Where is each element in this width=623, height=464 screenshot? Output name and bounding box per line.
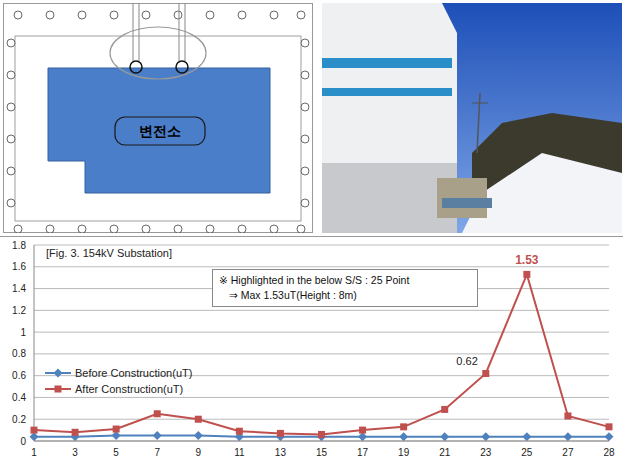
svg-text:1.2: 1.2 — [12, 305, 26, 316]
svg-text:0.8: 0.8 — [12, 348, 26, 359]
svg-text:0: 0 — [20, 436, 26, 447]
svg-text:27: 27 — [562, 447, 574, 458]
svg-text:19: 19 — [398, 447, 410, 458]
svg-text:9: 9 — [196, 447, 202, 458]
svg-text:1: 1 — [31, 447, 37, 458]
svg-text:17: 17 — [357, 447, 369, 458]
html-text:After Construction(uT): After Construction(uT) — [75, 383, 184, 395]
svg-text:1.8: 1.8 — [12, 240, 26, 251]
svg-text:0.2: 0.2 — [12, 414, 26, 425]
html-text:[Fig. 3. 154kV Substation]: [Fig. 3. 154kV Substation] — [46, 247, 172, 259]
svg-text:25: 25 — [521, 447, 533, 458]
svg-text:1.6: 1.6 — [12, 261, 26, 272]
svg-text:7: 7 — [154, 447, 160, 458]
svg-text:1: 1 — [20, 327, 26, 338]
svg-text:11: 11 — [234, 447, 245, 458]
svg-text:28: 28 — [603, 447, 615, 458]
svg-text:0.4: 0.4 — [12, 392, 26, 403]
svg-text:21: 21 — [439, 447, 451, 458]
html-text:Before Construction(uT): Before Construction(uT) — [75, 367, 193, 379]
svg-text:변전소: 변전소 — [139, 123, 181, 139]
html-text:※ Highlighted in the below S/S: ※ Highlighted in the below S/S : 25 Poin… — [219, 274, 410, 286]
svg-text:23: 23 — [480, 447, 492, 458]
svg-text:1.53: 1.53 — [515, 253, 539, 267]
svg-text:0.6: 0.6 — [12, 370, 26, 381]
html-text:⇒ Max 1.53uT(Height : 8m): ⇒ Max 1.53uT(Height : 8m) — [229, 289, 357, 301]
svg-text:5: 5 — [113, 447, 119, 458]
svg-text:13: 13 — [275, 447, 287, 458]
svg-text:1.4: 1.4 — [12, 283, 26, 294]
svg-text:0.62: 0.62 — [456, 355, 477, 367]
svg-text:15: 15 — [316, 447, 328, 458]
svg-text:3: 3 — [72, 447, 78, 458]
